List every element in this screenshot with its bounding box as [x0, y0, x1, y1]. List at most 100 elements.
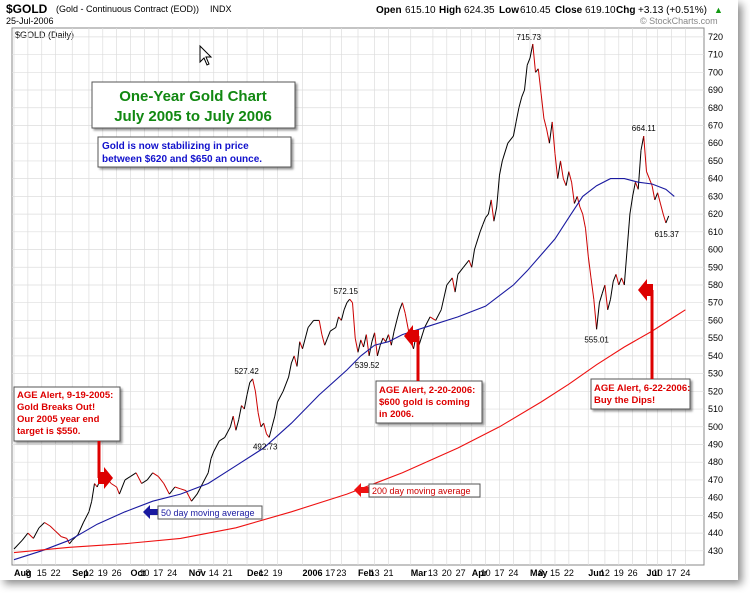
y-tick-label: 510 — [708, 404, 723, 414]
price-segment — [496, 175, 500, 208]
alert-2005-arrow-icon — [98, 467, 113, 489]
chg-label: Chg — [616, 5, 635, 16]
low-value: 610.45 — [520, 5, 551, 16]
price-segment — [621, 277, 625, 286]
x-tick-label: Aug — [14, 568, 32, 578]
title-annotation: One-Year Gold Chart July 2005 to July 20… — [91, 81, 296, 129]
y-tick-label: 500 — [708, 422, 723, 432]
close-label: Close — [555, 5, 583, 16]
y-tick-label: 570 — [708, 298, 723, 308]
x-tick-label: 8 — [539, 568, 544, 578]
y-tick-label: 560 — [708, 315, 723, 325]
x-tick-label: 26 — [628, 568, 638, 578]
price-segment — [27, 532, 34, 539]
price-segment — [354, 338, 359, 353]
price-segment — [501, 143, 509, 162]
x-tick-label: 26 — [112, 568, 122, 578]
price-segment — [268, 426, 273, 438]
alert-2005-line3: Our 2005 year end — [17, 414, 100, 425]
price-segment — [557, 160, 561, 179]
price-segment — [202, 472, 209, 484]
price-segment — [665, 215, 670, 224]
alert-2006-jun-arrow-icon — [638, 279, 653, 301]
chart-frame: $GOLD (Gold - Continuous Contract (EOD))… — [6, 2, 724, 578]
price-segment — [69, 539, 73, 545]
price-segment — [565, 171, 570, 186]
alert-2005-box — [13, 386, 121, 442]
price-segment — [21, 532, 29, 541]
y-tick-label: 620 — [708, 209, 723, 219]
ohlc-readout: Open 615.10 High 624.35 Low 610.45 Close… — [376, 5, 723, 16]
price-segment — [318, 320, 323, 335]
y-tick-label: 720 — [708, 32, 723, 42]
price-segment — [463, 259, 470, 268]
chg-value: +3.13 (+0.51%) — [638, 5, 707, 16]
price-segment — [590, 277, 595, 300]
price-segment — [618, 277, 622, 286]
price-segment — [118, 479, 126, 495]
price-segment — [585, 228, 589, 257]
price-point-label: 527.42 — [234, 367, 259, 376]
price-segment — [490, 199, 495, 222]
price-segment — [532, 43, 536, 73]
watermark: © StockCharts.com — [640, 16, 718, 26]
price-segment — [363, 334, 367, 348]
note-line1: Gold is now stabilizing in price — [102, 141, 249, 152]
price-segment — [424, 316, 431, 328]
price-segment — [352, 302, 356, 339]
price-point-label: 539.52 — [355, 361, 380, 370]
high-label: High — [439, 5, 461, 16]
price-segment — [646, 171, 650, 179]
y-tick-label: 710 — [708, 50, 723, 60]
price-segment — [640, 136, 645, 151]
price-segment — [604, 284, 609, 310]
x-tick-label: 17 — [153, 568, 163, 578]
x-tick-label: 15 — [37, 568, 47, 578]
price-segment — [340, 309, 345, 321]
price-segment — [213, 440, 220, 452]
ma200-annotation: 200 day moving average — [354, 483, 481, 498]
alert-2006-feb-box — [375, 380, 483, 424]
price-point-label: 664.11 — [632, 124, 656, 133]
x-tick-label: 21 — [223, 568, 233, 578]
price-segment — [135, 472, 143, 484]
x-tick-label: May — [530, 568, 548, 578]
price-segment — [629, 196, 634, 215]
price-segment — [543, 118, 548, 130]
x-tick-label: 27 — [456, 568, 466, 578]
high-value: 624.35 — [464, 5, 495, 16]
price-segment — [146, 472, 154, 481]
x-tick-label: Nov — [189, 568, 206, 578]
price-segment — [651, 185, 656, 200]
price-segment — [257, 412, 262, 427]
price-segment — [157, 476, 165, 484]
price-segment — [654, 192, 659, 201]
price-segment — [232, 416, 237, 431]
price-segment — [576, 196, 581, 208]
price-segment — [610, 281, 614, 300]
y-tick-label: 660 — [708, 138, 723, 148]
price-segment — [388, 334, 392, 346]
x-tick-label: Mar — [411, 568, 428, 578]
price-segment — [562, 178, 567, 186]
price-segment — [385, 334, 389, 342]
y-tick-label: 460 — [708, 493, 723, 503]
price-segment — [535, 68, 539, 73]
price-segment — [321, 334, 326, 346]
x-tick-label: 15 — [550, 568, 560, 578]
price-segment — [152, 472, 159, 477]
price-segment — [360, 339, 364, 348]
price-segment — [487, 199, 492, 215]
x-tick-label: 22 — [51, 568, 61, 578]
price-segment — [49, 525, 56, 532]
price-segment — [623, 249, 628, 286]
price-segment — [335, 316, 340, 328]
low-label: Low — [499, 5, 519, 16]
y-tick-label: 430 — [708, 546, 723, 556]
y-tick-label: 670 — [708, 120, 723, 130]
price-segment — [343, 302, 348, 310]
x-tick-label: 17 — [325, 568, 335, 578]
price-segment — [468, 260, 473, 268]
price-segment — [293, 355, 298, 367]
